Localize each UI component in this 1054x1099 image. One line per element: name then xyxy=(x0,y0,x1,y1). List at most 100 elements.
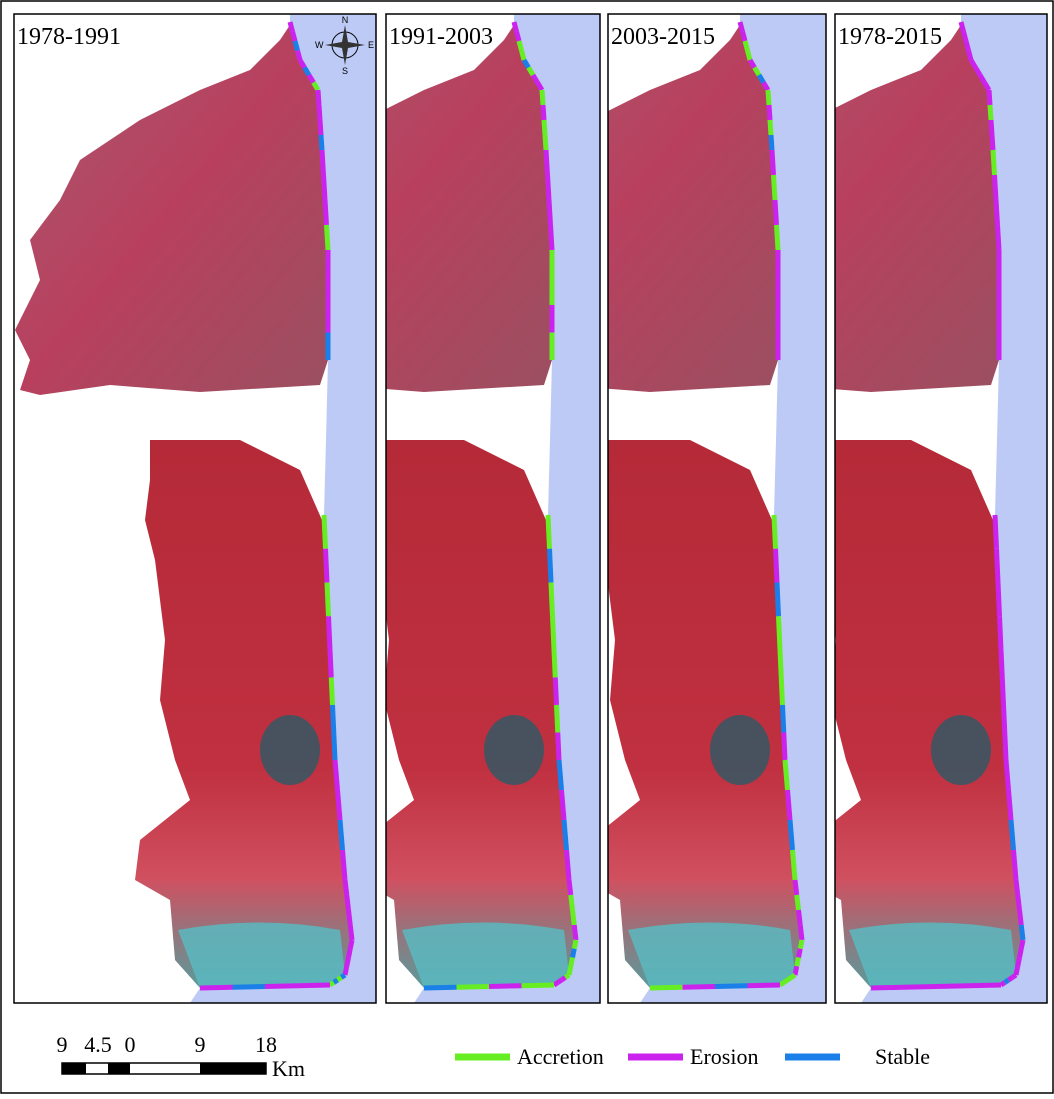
coast-segment xyxy=(548,175,550,200)
coast-segment xyxy=(800,940,802,949)
coast-segment xyxy=(293,32,296,42)
coast-segment xyxy=(553,616,555,650)
coast-segment xyxy=(966,41,969,51)
coast-segment xyxy=(555,678,556,706)
coast-segment xyxy=(574,925,576,940)
coast-segment xyxy=(318,90,319,105)
coast-segment xyxy=(783,705,784,733)
coast-segment xyxy=(545,135,546,150)
coast-segment xyxy=(543,105,544,120)
coast-segment xyxy=(550,549,552,583)
coast-segment xyxy=(745,41,748,51)
coast-segment xyxy=(964,32,967,42)
coast-segment xyxy=(565,975,569,978)
coast-segment xyxy=(788,978,792,981)
coast-segment xyxy=(327,225,329,250)
coast-segment xyxy=(990,105,991,120)
coast-segment xyxy=(1005,733,1006,761)
coast-segment xyxy=(1011,820,1014,850)
coast-segment xyxy=(1001,650,1002,678)
coast-segment xyxy=(546,150,548,175)
coast-segment xyxy=(791,975,795,978)
coast-segment xyxy=(335,760,338,790)
scale-label: 0 xyxy=(125,1032,136,1057)
coast-segment xyxy=(349,910,351,925)
coast-segment xyxy=(569,880,571,895)
coast-segment xyxy=(770,120,771,135)
coast-segment xyxy=(683,987,716,988)
compass-n: N xyxy=(342,15,349,25)
compass-e: E xyxy=(368,40,374,50)
coast-segment xyxy=(998,583,1000,617)
coast-segment xyxy=(1020,910,1022,925)
coast-segment xyxy=(573,949,575,958)
lagoon xyxy=(710,715,770,785)
coast-segment xyxy=(334,733,335,761)
coast-segment xyxy=(290,22,293,32)
scale-block xyxy=(200,1063,266,1074)
compass-w: W xyxy=(315,40,324,50)
lagoon xyxy=(260,715,320,785)
legend-label: Erosion xyxy=(690,1044,758,1069)
coast-segment xyxy=(522,985,555,986)
coast-segment xyxy=(776,549,778,583)
coast-segment xyxy=(800,925,802,940)
coast-segment xyxy=(774,515,776,549)
coast-segment xyxy=(790,820,793,850)
coast-segment xyxy=(573,910,575,925)
coast-segment xyxy=(774,175,776,200)
panel-title: 1978-2015 xyxy=(838,24,942,50)
coast-segment xyxy=(324,175,326,200)
coast-segment xyxy=(341,975,345,978)
coast-segment xyxy=(1002,678,1003,706)
coast-segment xyxy=(1000,616,1002,650)
coast-segment xyxy=(489,986,522,987)
coast-segment xyxy=(338,790,341,820)
coast-segment xyxy=(1012,975,1016,978)
coast-segment xyxy=(347,895,349,910)
coast-segment xyxy=(998,225,1000,250)
coast-segment xyxy=(345,880,347,895)
bay xyxy=(402,923,569,989)
coast-segment xyxy=(559,760,562,790)
coast-segment xyxy=(522,51,525,61)
coast-segment xyxy=(1020,949,1022,958)
coast-segment xyxy=(969,985,1002,986)
scale-label: 9 xyxy=(195,1032,206,1057)
legend-label: Accretion xyxy=(517,1044,604,1069)
coast-segment xyxy=(788,790,791,820)
coast-segment xyxy=(793,850,796,880)
coast-segment xyxy=(777,583,779,617)
coast-segment xyxy=(330,650,331,678)
coast-segment xyxy=(780,983,784,986)
coast-segment xyxy=(327,583,329,617)
coast-segment xyxy=(424,987,457,988)
coast-segment xyxy=(991,120,992,135)
coast-segment xyxy=(780,650,781,678)
coast-segment xyxy=(772,150,774,175)
coast-segment xyxy=(338,978,342,981)
coast-segment xyxy=(748,51,751,61)
coast-segment xyxy=(1018,895,1020,910)
coast-segment xyxy=(743,32,746,42)
coast-segment xyxy=(904,987,937,988)
coast-segment xyxy=(350,940,352,949)
scale-block xyxy=(108,1063,130,1074)
coast-segment xyxy=(1005,980,1009,983)
bay xyxy=(178,923,345,989)
coast-segment xyxy=(784,733,785,761)
coast-segment xyxy=(557,705,558,733)
coast-segment xyxy=(350,925,352,940)
coast-segment xyxy=(548,515,550,549)
coast-segment xyxy=(233,987,266,988)
compass-s: S xyxy=(342,66,348,76)
coast-segment xyxy=(1014,850,1017,880)
coast-segment xyxy=(569,966,571,975)
coast-segment xyxy=(799,910,801,925)
coast-segment xyxy=(995,175,997,200)
coast-segment xyxy=(334,980,338,983)
coast-segment xyxy=(321,135,322,150)
figure: 1978-19911991-20032003-20151978-2015 N S… xyxy=(0,0,1054,1094)
coast-segment xyxy=(795,880,797,895)
coast-segment xyxy=(996,200,998,225)
